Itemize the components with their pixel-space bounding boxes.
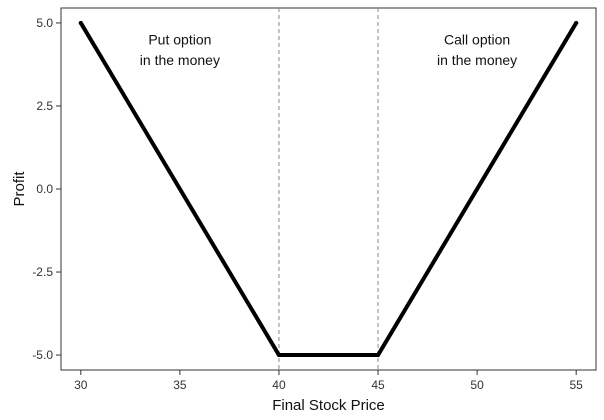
payoff-point (574, 20, 579, 25)
annotation-line: in the money (140, 52, 220, 68)
reference-lines (278, 8, 379, 370)
payoff-point (276, 353, 281, 358)
payoff-point (376, 353, 381, 358)
annotations: Put option in the money Call option in the … (140, 32, 517, 68)
y-tick-label: 2.5 (36, 99, 53, 113)
x-tick-label: 50 (470, 378, 484, 392)
annotation-line: Put option (148, 32, 211, 48)
payoff-point (78, 20, 83, 25)
y-tick-label: 0.0 (36, 182, 53, 196)
x-axis-title: Final Stock Price (272, 397, 385, 414)
y-tick-label: 5.0 (36, 16, 53, 30)
plot-panel (60, 7, 597, 371)
y-axis: 5.0 2.5 0.0 -2.5 -5.0 (32, 16, 61, 362)
annotation-line: in the money (437, 52, 517, 68)
y-tick-label: -2.5 (32, 265, 53, 279)
annotation-label: Call option in the money (437, 32, 517, 68)
annotation-line: Call option (444, 32, 510, 48)
annotation-label: Put option in the money (140, 32, 220, 68)
x-axis: 30 35 40 45 50 55 (74, 370, 583, 392)
y-tick-label: -5.0 (32, 348, 53, 362)
x-tick-label: 30 (74, 378, 88, 392)
x-tick-label: 35 (173, 378, 187, 392)
x-tick-label: 45 (371, 378, 385, 392)
payoff-line (78, 20, 579, 358)
y-axis-title: Profit (11, 171, 28, 207)
series-layer (78, 20, 579, 358)
x-tick-label: 40 (272, 378, 286, 392)
x-tick-label: 55 (570, 378, 584, 392)
